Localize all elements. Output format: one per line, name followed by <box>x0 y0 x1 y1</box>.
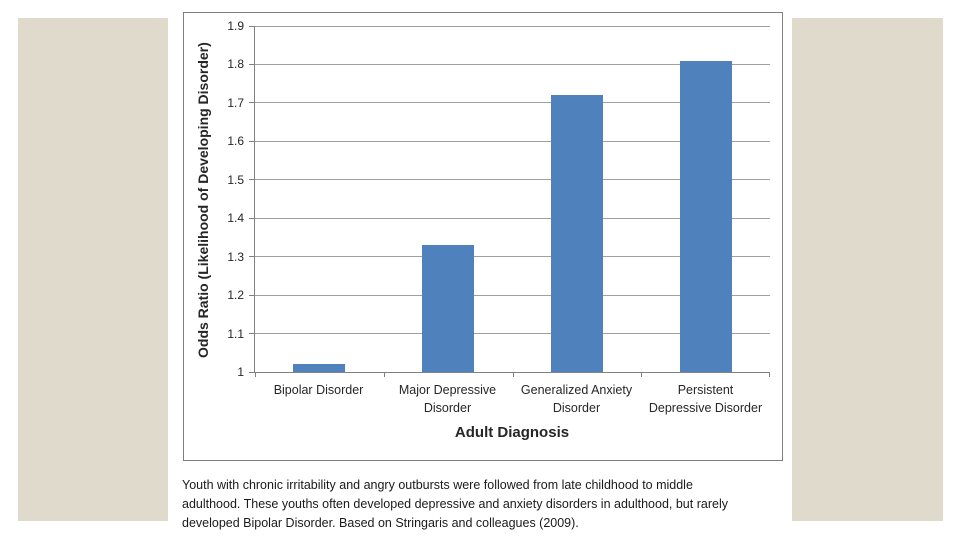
x-tick-mark <box>512 373 514 377</box>
left-accent-panel <box>18 18 168 521</box>
gridline <box>255 294 770 296</box>
caption-line: developed Bipolar Disorder. Based on Str… <box>182 516 579 530</box>
caption-line: adulthood. These youths often developed … <box>182 497 728 511</box>
y-tick-label: 1.1 <box>227 326 244 341</box>
bar-persistent-depressive-disorder <box>679 60 732 372</box>
y-tick-mark <box>249 63 254 65</box>
y-tick-mark <box>249 179 254 181</box>
gridline <box>255 140 770 142</box>
x-tick-label: Major Depressive Disorder <box>398 383 497 415</box>
right-accent-panel <box>792 18 943 521</box>
y-tick-label: 1.3 <box>227 249 244 264</box>
gridline <box>255 256 770 258</box>
x-axis-title: Adult Diagnosis <box>454 424 570 441</box>
y-tick-label: 1.8 <box>227 57 244 72</box>
x-tick-mark <box>255 373 256 377</box>
y-tick-label: 1.9 <box>227 19 244 33</box>
y-tick-mark <box>249 140 254 142</box>
x-tick-mark <box>641 373 643 377</box>
y-tick-mark <box>249 294 254 296</box>
y-tick-mark <box>249 371 254 373</box>
x-tick-label: Bipolar Disorder <box>273 383 364 397</box>
caption-line: Youth with chronic irritability and angr… <box>182 478 693 492</box>
x-tick-mark <box>769 373 770 377</box>
y-tick-label: 1.5 <box>227 172 244 187</box>
y-tick-mark <box>249 102 254 104</box>
x-axis-tick-labels: Bipolar Disorder Major Depressive Disorder… <box>254 381 770 417</box>
y-tick-label: 1.4 <box>227 211 244 226</box>
caption: Youth with chronic irritability and angr… <box>182 476 728 533</box>
y-axis-tick-labels: 1 1.1 1.2 1.3 1.4 1.5 1.6 1.7 1.8 1.9 <box>184 20 244 378</box>
y-tick-label: 1.2 <box>227 288 244 303</box>
y-tick-mark <box>249 333 254 335</box>
x-tick-label: Persistent Depressive Disorder <box>648 383 763 415</box>
gridline <box>255 333 770 335</box>
gridline <box>255 102 770 104</box>
y-tick-label: 1.7 <box>227 95 244 110</box>
plot-area <box>249 25 770 377</box>
y-tick-label: 1 <box>237 365 244 379</box>
bar-generalized-anxiety-disorder <box>550 95 603 372</box>
gridline <box>255 217 770 219</box>
y-tick-label: 1.6 <box>227 134 244 149</box>
y-tick-mark <box>249 25 254 27</box>
bar-bipolar-disorder <box>293 364 346 372</box>
gridline <box>255 179 770 181</box>
y-tick-mark <box>249 217 254 219</box>
y-tick-mark <box>249 256 254 258</box>
bar-major-depressive-disorder <box>422 245 475 372</box>
gridline <box>255 63 770 65</box>
gridline <box>255 25 770 27</box>
x-tick-mark <box>383 373 385 377</box>
chart-frame: Odds Ratio (Likelihood of Developing Dis… <box>183 12 783 461</box>
x-tick-label: Generalized Anxiety Disorder <box>520 383 633 415</box>
